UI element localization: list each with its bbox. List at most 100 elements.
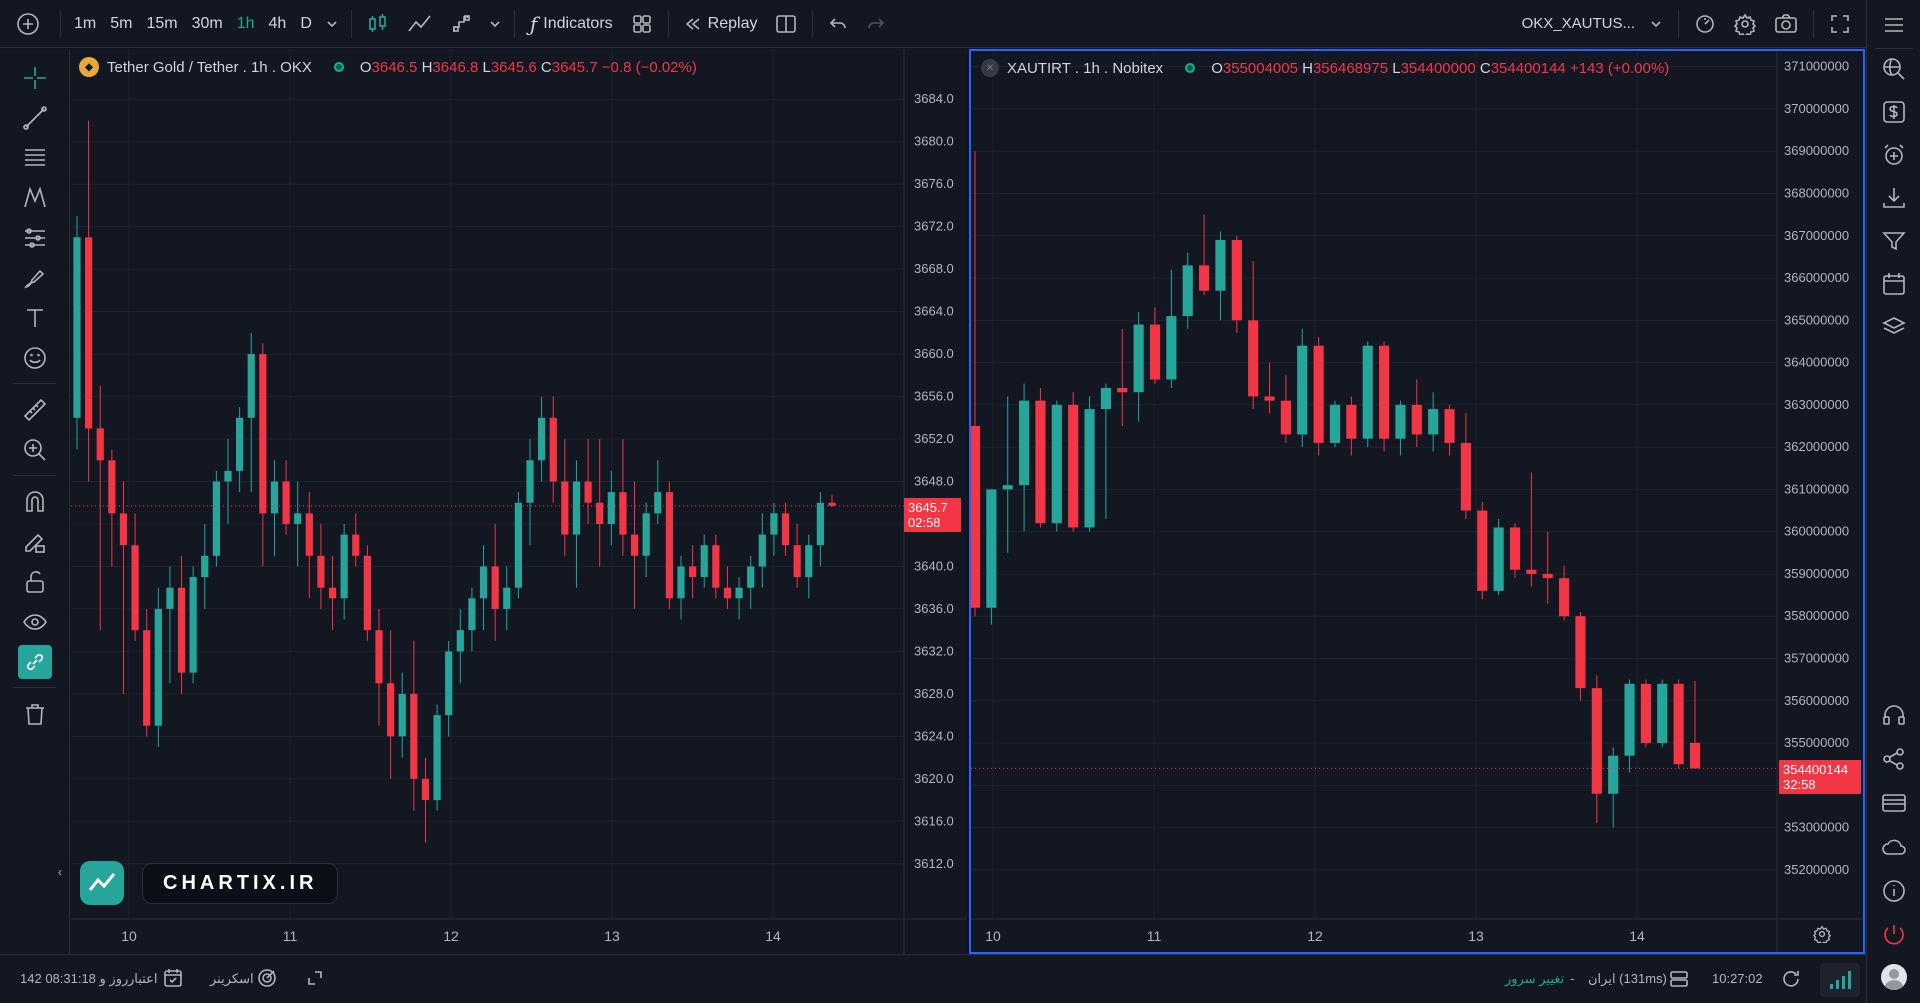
y-tick-label: 368000000 (1784, 186, 1849, 201)
profile-button[interactable] (1879, 962, 1909, 992)
magnet-tool[interactable] (18, 485, 52, 519)
measure-tool[interactable] (18, 393, 52, 427)
right-symbol-title[interactable]: XAUTIRT . 1h . Nobitex (1007, 59, 1164, 77)
right-chart-pane[interactable]: 371000000 370000000 369000000 368000000 3670… (969, 49, 1865, 954)
left-chart-pane[interactable]: 3684.0 3680.0 3676.0 3672.0 3668.0 3664.0 3660… (71, 49, 967, 954)
gear-icon[interactable] (1725, 0, 1765, 48)
support-button[interactable] (1879, 700, 1909, 730)
sync-drawings-tool[interactable] (18, 645, 52, 679)
prediction-tool[interactable] (18, 221, 52, 255)
candle (700, 534, 708, 588)
candle (1362, 341, 1373, 448)
timeframe-30m[interactable]: 30m (191, 14, 223, 32)
replay-button[interactable]: Replay (675, 0, 767, 48)
redo-icon[interactable] (857, 0, 895, 48)
candle-body (1460, 442, 1471, 511)
crosshair-tool[interactable] (18, 61, 52, 95)
candle-body (1297, 345, 1308, 435)
step-chart-type-icon[interactable] (442, 0, 482, 48)
screener-label[interactable]: اسکرینر (210, 971, 254, 986)
market-analysis-button[interactable] (1879, 54, 1909, 84)
candle (166, 566, 174, 684)
close-pane-icon[interactable]: ✕ (981, 59, 999, 77)
timeframe-4h[interactable]: 4h (268, 14, 287, 32)
last-price-value: 354400144 (1783, 762, 1849, 778)
timeframe-15m[interactable]: 15m (146, 14, 178, 32)
lock-drawings-tool[interactable] (18, 565, 52, 599)
timeframe-D[interactable]: D (300, 14, 312, 32)
credit-value: 142 روز و 08:31:18 (20, 971, 129, 986)
candle-body (177, 587, 186, 673)
candle (468, 587, 476, 652)
candle (677, 555, 685, 620)
timeframe-1m[interactable]: 1m (74, 14, 97, 32)
price-list-button[interactable] (1879, 97, 1909, 127)
trend-line-tool[interactable] (18, 101, 52, 135)
layouts-grid-icon[interactable] (622, 0, 662, 48)
menu-button[interactable] (1879, 10, 1909, 40)
info-button[interactable] (1879, 876, 1909, 906)
share-button[interactable] (1879, 744, 1909, 774)
indicators-button[interactable]: ƒ Indicators (521, 0, 622, 48)
chevron-down-icon[interactable] (319, 0, 345, 48)
stay-drawing-tool[interactable] (18, 525, 52, 559)
candle (131, 513, 139, 641)
candle (1051, 400, 1062, 532)
fib-tool[interactable] (18, 141, 52, 175)
logout-button[interactable] (1879, 920, 1909, 950)
fullscreen-icon[interactable] (1820, 0, 1866, 48)
radar-icon[interactable] (256, 967, 278, 989)
left-symbol-title[interactable]: Tether Gold / Tether . 1h . OKX (107, 58, 312, 76)
candles-chart-type-icon[interactable] (358, 0, 398, 48)
calendar-button[interactable] (1879, 269, 1909, 299)
brush-tool[interactable] (18, 261, 52, 295)
undo-icon[interactable] (819, 0, 857, 48)
filter-button[interactable] (1879, 226, 1909, 256)
layers-button[interactable] (1879, 312, 1909, 342)
quick-search-icon[interactable] (1685, 0, 1725, 48)
candle (654, 460, 662, 524)
expand-icon[interactable] (306, 969, 324, 987)
timeframe-1h[interactable]: 1h (236, 14, 255, 32)
chevron-down-icon[interactable] (482, 0, 508, 48)
candle-body (328, 587, 337, 599)
left-chart-canvas[interactable]: 3684.0 3680.0 3676.0 3672.0 3668.0 3664.0 3660… (71, 49, 967, 954)
candle-body (1182, 265, 1193, 317)
candle-body (596, 502, 604, 524)
symbol-selector[interactable]: OKX_XAUTUS... (1513, 0, 1672, 48)
alerts-button[interactable] (1879, 140, 1909, 170)
zoom-tool[interactable] (18, 433, 52, 467)
candle-body (1608, 755, 1619, 794)
x-tick-label: 11 (283, 928, 298, 944)
line-chart-type-icon[interactable] (398, 0, 442, 48)
candle-body (572, 481, 581, 535)
collapse-chevron-icon[interactable]: ‹ (58, 865, 62, 879)
candle (1689, 680, 1701, 769)
add-symbol-icon[interactable] (0, 0, 54, 48)
y-tick-label: 360000000 (1784, 524, 1849, 539)
remove-drawings-tool[interactable] (18, 697, 52, 731)
subscription-button[interactable] (1879, 788, 1909, 818)
ohlc-close: 354400144 (1490, 59, 1566, 77)
refresh-icon[interactable] (1780, 968, 1802, 990)
toolbar-divider (14, 383, 56, 384)
hide-drawings-tool[interactable] (18, 605, 52, 639)
split-layout-icon[interactable] (766, 0, 806, 48)
help-button[interactable] (1879, 832, 1909, 862)
pattern-tool[interactable] (18, 181, 52, 215)
text-tool[interactable] (18, 301, 52, 335)
timeframe-5m[interactable]: 5m (110, 14, 133, 32)
y-tick-label: 371000000 (1784, 59, 1849, 74)
calendar-check-icon[interactable] (162, 967, 184, 989)
toolbar-divider (1678, 9, 1679, 38)
download-button[interactable] (1879, 183, 1909, 213)
right-chart-canvas[interactable]: 371000000 370000000 369000000 368000000 3670… (971, 51, 1863, 952)
candle-body (445, 651, 453, 716)
emoji-tool[interactable] (18, 341, 52, 375)
candle (538, 396, 546, 482)
camera-icon[interactable] (1765, 0, 1807, 48)
y-tick-label: 3672.0 (914, 219, 954, 234)
server-change-link[interactable]: تغییر سرور (1505, 971, 1565, 986)
candle-body (770, 513, 778, 535)
axis-settings-icon[interactable] (1813, 925, 1831, 943)
